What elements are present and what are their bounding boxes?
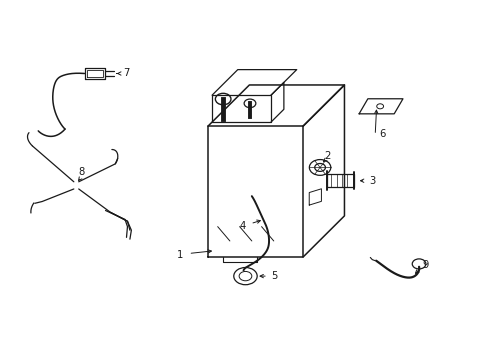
Text: 2: 2 [324, 150, 330, 161]
Text: 5: 5 [271, 271, 277, 281]
Text: 8: 8 [78, 167, 84, 177]
Text: 4: 4 [239, 221, 245, 230]
Text: 3: 3 [368, 176, 375, 186]
Text: 1: 1 [177, 250, 183, 260]
Text: 6: 6 [378, 129, 385, 139]
Text: 9: 9 [422, 260, 428, 270]
Text: 7: 7 [123, 68, 129, 78]
